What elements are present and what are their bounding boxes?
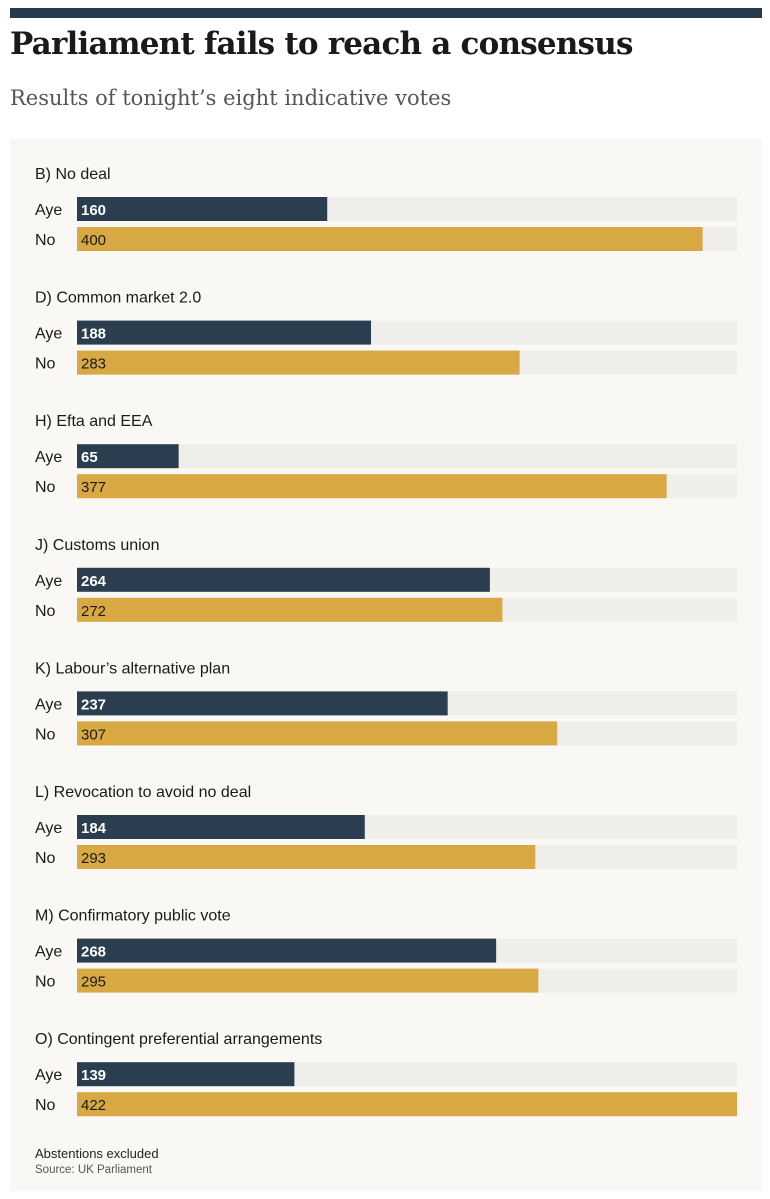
- no-bar: [77, 597, 503, 622]
- no-row-label: No: [35, 726, 56, 743]
- no-bar: [77, 350, 520, 375]
- aye-row-label: Aye: [35, 1067, 62, 1084]
- aye-value-label: 188: [81, 326, 106, 343]
- aye-bar: [77, 567, 490, 592]
- no-value-label: 283: [81, 356, 106, 373]
- vote-option-label: J) Customs union: [35, 537, 160, 554]
- no-bar: [77, 721, 558, 746]
- no-value-label: 272: [81, 603, 106, 620]
- aye-value-label: 264: [81, 573, 107, 590]
- no-value-label: 377: [81, 479, 106, 496]
- no-value-label: 307: [81, 726, 106, 743]
- vote-option-label: D) Common market 2.0: [35, 290, 201, 307]
- vote-results-chart: B) No deal Aye 160 No 400 D) Common market 2.…: [35, 166, 737, 1117]
- vote-option-label: L) Revocation to avoid no deal: [35, 784, 251, 801]
- aye-value-label: 184: [81, 820, 107, 837]
- no-value-label: 293: [81, 850, 106, 867]
- source-note: Source: UK Parliament: [35, 1164, 152, 1176]
- aye-bar: [77, 320, 372, 345]
- no-bar: [77, 227, 703, 251]
- footnote: Abstentions excluded: [35, 1146, 159, 1161]
- no-row-label: No: [35, 974, 56, 991]
- no-row-label: No: [35, 1097, 56, 1114]
- no-row-label: No: [35, 479, 56, 496]
- aye-row-label: Aye: [35, 696, 62, 713]
- vote-option-label: K) Labour’s alternative plan: [35, 660, 230, 677]
- no-row-label: No: [35, 356, 56, 373]
- aye-bar: [77, 444, 179, 469]
- vote-option-label: H) Efta and EEA: [35, 413, 153, 430]
- no-row-label: No: [35, 232, 56, 249]
- chart-title: Parliament fails to reach a consensus: [10, 26, 633, 62]
- aye-bar: [77, 197, 328, 221]
- aye-bar: [77, 815, 365, 839]
- no-bar: [77, 968, 539, 993]
- aye-value-label: 268: [81, 944, 106, 961]
- vote-option-label: B) No deal: [35, 166, 111, 183]
- no-bar: [77, 1092, 737, 1117]
- chart-subtitle: Results of tonight’s eight indicative vo…: [10, 86, 452, 110]
- aye-bar-track: [77, 444, 737, 469]
- chart-panel: B) No deal Aye 160 No 400 D) Common market 2.…: [10, 139, 762, 1191]
- aye-value-label: 237: [81, 696, 106, 713]
- aye-bar: [77, 1062, 295, 1087]
- no-row-label: No: [35, 850, 56, 867]
- aye-row-label: Aye: [35, 820, 62, 837]
- no-bar: [77, 845, 536, 869]
- aye-row-label: Aye: [35, 449, 62, 466]
- no-row-label: No: [35, 603, 56, 620]
- aye-row-label: Aye: [35, 573, 62, 590]
- header-accent-bar: [10, 8, 762, 18]
- no-bar: [77, 474, 667, 499]
- aye-row-label: Aye: [35, 202, 62, 219]
- aye-row-label: Aye: [35, 944, 62, 961]
- aye-row-label: Aye: [35, 326, 62, 343]
- aye-bar: [77, 691, 448, 716]
- no-value-label: 422: [81, 1097, 106, 1114]
- aye-bar: [77, 938, 497, 963]
- vote-option-label: O) Contingent preferential arrangements: [35, 1031, 322, 1048]
- aye-value-label: 139: [81, 1067, 106, 1084]
- aye-value-label: 160: [81, 202, 106, 219]
- aye-value-label: 65: [81, 449, 98, 466]
- no-value-label: 400: [81, 232, 106, 249]
- vote-option-label: M) Confirmatory public vote: [35, 908, 231, 925]
- no-value-label: 295: [81, 974, 106, 991]
